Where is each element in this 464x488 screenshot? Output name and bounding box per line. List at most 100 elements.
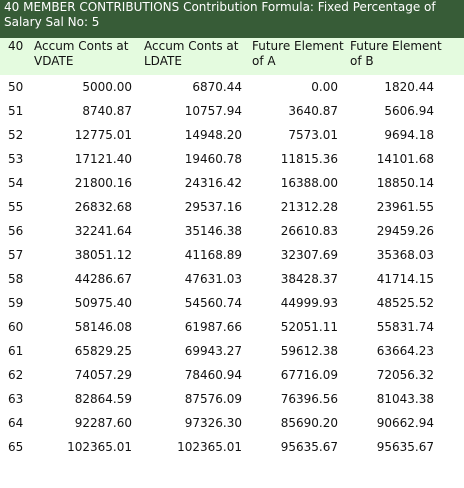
cell-accum-conts-ldate: 35146.38 — [184, 224, 242, 238]
cell-future-element-b: 48525.52 — [376, 296, 434, 310]
cell-future-element-a: 85690.20 — [280, 416, 338, 430]
cell-future-element-b: 72056.32 — [376, 368, 434, 382]
table-row: 54 21800.16 24316.42 16388.00 18850.14 — [0, 171, 436, 195]
cell-future-element-b: 63664.23 — [376, 344, 434, 358]
cell-future-element-a: 95635.67 — [280, 440, 338, 454]
cell-accum-conts-vdate: 32241.64 — [74, 224, 132, 238]
table-row: 64 92287.60 97326.30 85690.20 90662.94 — [0, 411, 436, 435]
table-row: 50 5000.00 6870.44 0.00 1820.44 — [0, 75, 436, 99]
cell-accum-conts-vdate: 50975.40 — [74, 296, 132, 310]
header-future-element-a: Future Element of A — [252, 39, 344, 68]
report-title: 40 MEMBER CONTRIBUTIONS Contribution For… — [4, 0, 436, 29]
cell-future-element-b: 18850.14 — [376, 176, 434, 190]
cell-accum-conts-vdate: 38051.12 — [74, 248, 132, 262]
table-row: 53 17121.40 19460.78 11815.36 14101.68 — [0, 147, 436, 171]
cell-age: 65 — [8, 440, 24, 454]
cell-age: 58 — [8, 272, 24, 286]
cell-accum-conts-vdate: 82864.59 — [74, 392, 132, 406]
cell-future-element-b: 9694.18 — [384, 128, 434, 142]
cell-future-element-b: 90662.94 — [376, 416, 434, 430]
cell-accum-conts-ldate: 14948.20 — [184, 128, 242, 142]
cell-future-element-a: 59612.38 — [280, 344, 338, 358]
cell-accum-conts-vdate: 12775.01 — [74, 128, 132, 142]
cell-accum-conts-vdate: 102365.01 — [67, 440, 132, 454]
cell-accum-conts-ldate: 54560.74 — [184, 296, 242, 310]
table-row: 61 65829.25 69943.27 59612.38 63664.23 — [0, 339, 436, 363]
cell-future-element-a: 26610.83 — [280, 224, 338, 238]
cell-future-element-b: 41714.15 — [376, 272, 434, 286]
cell-future-element-a: 21312.28 — [280, 200, 338, 214]
table-row: 65 102365.01 102365.01 95635.67 95635.67 — [0, 435, 436, 459]
cell-future-element-a: 0.00 — [311, 80, 338, 94]
table-header: 40 Accum Conts at VDATE Accum Conts at L… — [0, 38, 464, 75]
cell-future-element-a: 38428.37 — [280, 272, 338, 286]
cell-accum-conts-ldate: 47631.03 — [184, 272, 242, 286]
cell-age: 55 — [8, 200, 24, 214]
cell-accum-conts-vdate: 74057.29 — [74, 368, 132, 382]
cell-age: 53 — [8, 152, 24, 166]
table-row: 57 38051.12 41168.89 32307.69 35368.03 — [0, 243, 436, 267]
cell-age: 57 — [8, 248, 24, 262]
cell-age: 64 — [8, 416, 24, 430]
cell-age: 52 — [8, 128, 24, 142]
header-accum-conts-ldate: Accum Conts at LDATE — [144, 39, 239, 68]
cell-age: 54 — [8, 176, 24, 190]
header-accum-conts-vdate: Accum Conts at VDATE — [34, 39, 129, 68]
cell-future-element-b: 23961.55 — [376, 200, 434, 214]
cell-accum-conts-ldate: 24316.42 — [184, 176, 242, 190]
cell-age: 63 — [8, 392, 24, 406]
cell-accum-conts-ldate: 41168.89 — [184, 248, 242, 262]
cell-age: 51 — [8, 104, 24, 118]
cell-future-element-b: 81043.38 — [376, 392, 434, 406]
header-future-element-b: Future Element of B — [350, 39, 442, 68]
cell-accum-conts-ldate: 102365.01 — [177, 440, 242, 454]
cell-future-element-b: 95635.67 — [376, 440, 434, 454]
cell-age: 59 — [8, 296, 24, 310]
cell-age: 62 — [8, 368, 24, 382]
cell-accum-conts-vdate: 8740.87 — [82, 104, 132, 118]
cell-age: 56 — [8, 224, 24, 238]
cell-future-element-b: 55831.74 — [376, 320, 434, 334]
cell-accum-conts-ldate: 29537.16 — [184, 200, 242, 214]
header-age: 40 — [8, 39, 24, 53]
cell-future-element-a: 16388.00 — [280, 176, 338, 190]
cell-accum-conts-vdate: 44286.67 — [74, 272, 132, 286]
cell-accum-conts-ldate: 10757.94 — [184, 104, 242, 118]
cell-future-element-a: 44999.93 — [280, 296, 338, 310]
cell-future-element-a: 3640.87 — [288, 104, 338, 118]
cell-age: 61 — [8, 344, 24, 358]
cell-accum-conts-vdate: 92287.60 — [74, 416, 132, 430]
cell-accum-conts-ldate: 87576.09 — [184, 392, 242, 406]
cell-accum-conts-vdate: 58146.08 — [74, 320, 132, 334]
cell-future-element-a: 32307.69 — [280, 248, 338, 262]
cell-future-element-a: 52051.11 — [280, 320, 338, 334]
cell-future-element-b: 14101.68 — [376, 152, 434, 166]
cell-accum-conts-ldate: 6870.44 — [192, 80, 242, 94]
cell-future-element-a: 7573.01 — [288, 128, 338, 142]
report-title-bar: 40 MEMBER CONTRIBUTIONS Contribution For… — [0, 0, 464, 38]
cell-future-element-b: 1820.44 — [384, 80, 434, 94]
table-row: 55 26832.68 29537.16 21312.28 23961.55 — [0, 195, 436, 219]
cell-future-element-a: 67716.09 — [280, 368, 338, 382]
cell-accum-conts-vdate: 26832.68 — [74, 200, 132, 214]
table-row: 51 8740.87 10757.94 3640.87 5606.94 — [0, 99, 436, 123]
cell-future-element-b: 5606.94 — [384, 104, 434, 118]
table-row: 52 12775.01 14948.20 7573.01 9694.18 — [0, 123, 436, 147]
cell-future-element-b: 35368.03 — [376, 248, 434, 262]
cell-accum-conts-ldate: 69943.27 — [184, 344, 242, 358]
cell-accum-conts-vdate: 21800.16 — [74, 176, 132, 190]
cell-age: 60 — [8, 320, 24, 334]
table-row: 63 82864.59 87576.09 76396.56 81043.38 — [0, 387, 436, 411]
cell-accum-conts-ldate: 19460.78 — [184, 152, 242, 166]
table-row: 58 44286.67 47631.03 38428.37 41714.15 — [0, 267, 436, 291]
table-row: 62 74057.29 78460.94 67716.09 72056.32 — [0, 363, 436, 387]
cell-future-element-a: 76396.56 — [280, 392, 338, 406]
table-row: 59 50975.40 54560.74 44999.93 48525.52 — [0, 291, 436, 315]
table-row: 60 58146.08 61987.66 52051.11 55831.74 — [0, 315, 436, 339]
cell-accum-conts-vdate: 17121.40 — [74, 152, 132, 166]
cell-age: 50 — [8, 80, 24, 94]
cell-future-element-a: 11815.36 — [280, 152, 338, 166]
cell-accum-conts-ldate: 78460.94 — [184, 368, 242, 382]
table-row: 56 32241.64 35146.38 26610.83 29459.26 — [0, 219, 436, 243]
cell-accum-conts-ldate: 97326.30 — [184, 416, 242, 430]
